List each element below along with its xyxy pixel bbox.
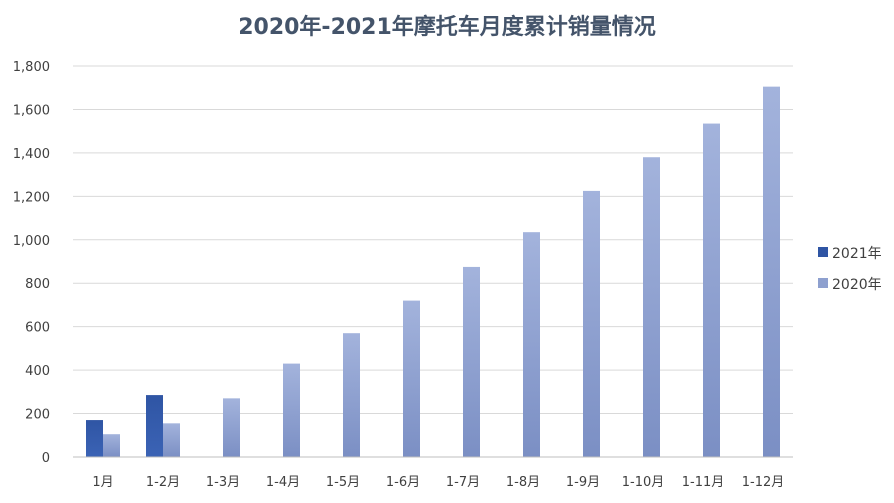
y-tick-label: 600 (25, 321, 50, 336)
y-tick-label: 0 (42, 451, 50, 466)
y-tick-label: 800 (25, 277, 50, 292)
x-tick-label: 1-12月 (742, 475, 785, 490)
x-tick-label: 1-9月 (566, 475, 600, 490)
bar-2020-0 (103, 434, 120, 457)
y-tick-label: 400 (25, 364, 50, 379)
bar-2021-0 (86, 420, 103, 457)
bars (86, 86, 780, 457)
x-tick-label: 1月 (92, 475, 113, 490)
x-tick-label: 1-8月 (506, 475, 540, 490)
y-tick-label: 200 (25, 408, 50, 423)
y-tick-label: 1,600 (13, 103, 50, 118)
x-tick-label: 1-5月 (326, 475, 360, 490)
x-tick-label: 1-11月 (682, 475, 725, 490)
y-tick-label: 1,400 (13, 147, 50, 162)
x-tick-label: 1-10月 (622, 475, 665, 490)
bar-2020-5 (403, 300, 420, 457)
bar-2020-3 (283, 363, 300, 457)
y-axis-ticks: 0 200 400 600 800 1,000 1,200 1,400 1,600 1,800 (13, 60, 50, 466)
x-tick-label: 1-4月 (266, 475, 300, 490)
y-tick-label: 1,200 (13, 190, 50, 205)
bar-2021-1 (146, 395, 163, 457)
bar-2020-4 (343, 333, 360, 457)
legend-swatch-0 (818, 247, 828, 257)
gridlines (73, 65, 793, 415)
x-tick-label: 1-3月 (206, 475, 240, 490)
bar-2020-6 (463, 266, 480, 457)
bar-2020-2 (223, 398, 240, 457)
y-tick-label: 1,000 (13, 234, 50, 249)
bar-2020-10 (703, 123, 720, 457)
legend-swatch-1 (818, 278, 828, 288)
y-tick-label: 1,800 (13, 60, 50, 75)
chart-title: 2020年-2021年摩托车月度累计销量情况 (238, 14, 656, 40)
x-axis-ticks: 1月 1-2月 1-3月 1-4月 1-5月 1-6月 1-7月 1-8月 1-9月 1-10月 1… (92, 475, 784, 490)
bar-2020-7 (523, 232, 540, 457)
bar-2020-11 (763, 86, 780, 457)
bar-2020-9 (643, 157, 660, 457)
bar-2020-1 (163, 423, 180, 457)
x-tick-label: 1-7月 (446, 475, 480, 490)
legend: 2021年 2020年 (818, 246, 882, 293)
bar-2020-8 (583, 190, 600, 457)
legend-label-0: 2021年 (832, 246, 882, 262)
x-tick-label: 1-6月 (386, 475, 420, 490)
x-tick-label: 1-2月 (146, 475, 180, 490)
legend-label-1: 2020年 (832, 277, 882, 293)
